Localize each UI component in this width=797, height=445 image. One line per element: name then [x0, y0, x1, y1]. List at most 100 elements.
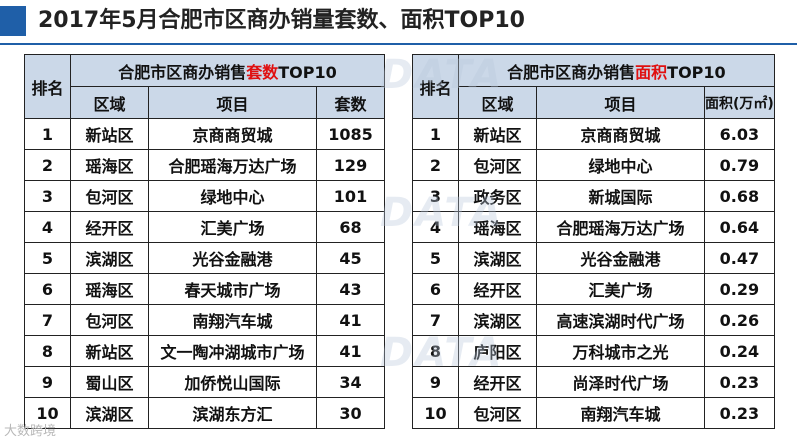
- rank-header: 排名: [412, 54, 459, 119]
- watermark-logo: 大数跨境: [4, 424, 57, 439]
- value-cell: 0.64: [704, 211, 775, 243]
- table-row: 4 瑶海区 合肥瑶海万达广场 0.64: [412, 211, 775, 243]
- project-column-header: 项目: [148, 86, 317, 119]
- title-bar: 2017年5月合肥市区商办销量套数、面积TOP10: [0, 0, 797, 45]
- region-cell: 滨湖区: [70, 397, 149, 429]
- region-cell: 包河区: [458, 397, 537, 429]
- value-cell: 30: [316, 397, 385, 429]
- table-row: 3 政务区 新城国际 0.68: [412, 180, 775, 212]
- table-row: 8 庐阳区 万科城市之光 0.24: [412, 335, 775, 367]
- region-cell: 瑶海区: [70, 149, 149, 181]
- region-cell: 新站区: [458, 118, 537, 150]
- region-column-header: 区域: [70, 86, 149, 119]
- value-cell: 0.23: [704, 397, 775, 429]
- rank-cell: 6: [412, 273, 459, 305]
- project-cell: 南翔汽车城: [148, 304, 317, 336]
- table-row: 9 经开区 尚泽时代广场 0.23: [412, 366, 775, 398]
- rank-cell: 2: [412, 149, 459, 181]
- value-cell: 0.29: [704, 273, 775, 305]
- project-cell: 万科城市之光: [536, 335, 705, 367]
- rank-cell: 9: [412, 366, 459, 398]
- value-cell: 0.24: [704, 335, 775, 367]
- table-row: 9 蜀山区 加侨悦山国际 34: [24, 366, 385, 398]
- rank-cell: 8: [24, 335, 71, 367]
- rank-cell: 4: [412, 211, 459, 243]
- rank-cell: 6: [24, 273, 71, 305]
- units-column-header: 套数: [316, 86, 385, 119]
- region-cell: 瑶海区: [458, 211, 537, 243]
- project-cell: 高速滨湖时代广场: [536, 304, 705, 336]
- value-cell: 41: [316, 304, 385, 336]
- project-cell: 合肥瑶海万达广场: [148, 149, 317, 181]
- project-cell: 新城国际: [536, 180, 705, 212]
- project-cell: 滨湖东方汇: [148, 397, 317, 429]
- region-cell: 包河区: [70, 180, 149, 212]
- rank-cell: 8: [412, 335, 459, 367]
- table-row: 1 新站区 京商商贸城 1085: [24, 118, 385, 150]
- rank-cell: 7: [412, 304, 459, 336]
- group-header-highlight: 套数: [246, 62, 279, 82]
- table-row: 6 瑶海区 春天城市广场 43: [24, 273, 385, 305]
- rank-cell: 4: [24, 211, 71, 243]
- table-row: 5 滨湖区 光谷金融港 0.47: [412, 242, 775, 274]
- region-cell: 滨湖区: [458, 304, 537, 336]
- region-cell: 政务区: [458, 180, 537, 212]
- region-cell: 蜀山区: [70, 366, 149, 398]
- value-cell: 45: [316, 242, 385, 274]
- rank-cell: 3: [412, 180, 459, 212]
- value-cell: 0.26: [704, 304, 775, 336]
- rank-cell: 9: [24, 366, 71, 398]
- project-cell: 加侨悦山国际: [148, 366, 317, 398]
- value-cell: 1085: [316, 118, 385, 150]
- region-cell: 新站区: [70, 335, 149, 367]
- project-cell: 京商商贸城: [536, 118, 705, 150]
- rank-cell: 1: [24, 118, 71, 150]
- value-cell: 68: [316, 211, 385, 243]
- table-row: 10 滨湖区 滨湖东方汇 30: [24, 397, 385, 429]
- area-sold-table: 排名 合肥市区商办销售面积TOP10 区域 项目 面积(万㎡) 1 新站区 京商商贸…: [412, 54, 775, 429]
- project-cell: 汇美广场: [148, 211, 317, 243]
- region-column-header: 区域: [458, 86, 537, 119]
- region-cell: 滨湖区: [70, 242, 149, 274]
- region-cell: 包河区: [458, 149, 537, 181]
- table-row: 3 包河区 绿地中心 101: [24, 180, 385, 212]
- table-row: 2 瑶海区 合肥瑶海万达广场 129: [24, 149, 385, 181]
- value-cell: 0.79: [704, 149, 775, 181]
- rank-cell: 5: [24, 242, 71, 274]
- table-row: 1 新站区 京商商贸城 6.03: [412, 118, 775, 150]
- project-cell: 绿地中心: [536, 149, 705, 181]
- rank-cell: 3: [24, 180, 71, 212]
- rank-cell: 5: [412, 242, 459, 274]
- value-cell: 0.47: [704, 242, 775, 274]
- project-cell: 绿地中心: [148, 180, 317, 212]
- project-column-header: 项目: [536, 86, 705, 119]
- rank-cell: 10: [24, 397, 71, 429]
- region-cell: 滨湖区: [458, 242, 537, 274]
- project-cell: 南翔汽车城: [536, 397, 705, 429]
- value-cell: 0.68: [704, 180, 775, 212]
- group-header-suffix: TOP10: [278, 62, 337, 82]
- project-cell: 尚泽时代广场: [536, 366, 705, 398]
- table-row: 10 包河区 南翔汽车城 0.23: [412, 397, 775, 429]
- project-cell: 光谷金融港: [148, 242, 317, 274]
- group-header-suffix: TOP10: [667, 62, 726, 82]
- page-title: 2017年5月合肥市区商办销量套数、面积TOP10: [38, 8, 525, 33]
- value-cell: 6.03: [704, 118, 775, 150]
- region-cell: 经开区: [70, 211, 149, 243]
- group-header-prefix: 合肥市区商办销售: [507, 62, 636, 82]
- project-cell: 春天城市广场: [148, 273, 317, 305]
- region-cell: 经开区: [458, 273, 537, 305]
- table-row: 8 新站区 文一陶冲湖城市广场 41: [24, 335, 385, 367]
- project-cell: 文一陶冲湖城市广场: [148, 335, 317, 367]
- value-cell: 129: [316, 149, 385, 181]
- value-cell: 101: [316, 180, 385, 212]
- region-cell: 瑶海区: [70, 273, 149, 305]
- rank-cell: 2: [24, 149, 71, 181]
- rank-cell: 1: [412, 118, 459, 150]
- table-row: 2 包河区 绿地中心 0.79: [412, 149, 775, 181]
- units-sold-table: 排名 合肥市区商办销售套数TOP10 区域 项目 套数 1 新站区 京商商贸城 108…: [24, 54, 385, 429]
- rank-cell: 10: [412, 397, 459, 429]
- group-header: 合肥市区商办销售套数TOP10: [70, 54, 385, 87]
- group-header-prefix: 合肥市区商办销售: [118, 62, 247, 82]
- table-row: 6 经开区 汇美广场 0.29: [412, 273, 775, 305]
